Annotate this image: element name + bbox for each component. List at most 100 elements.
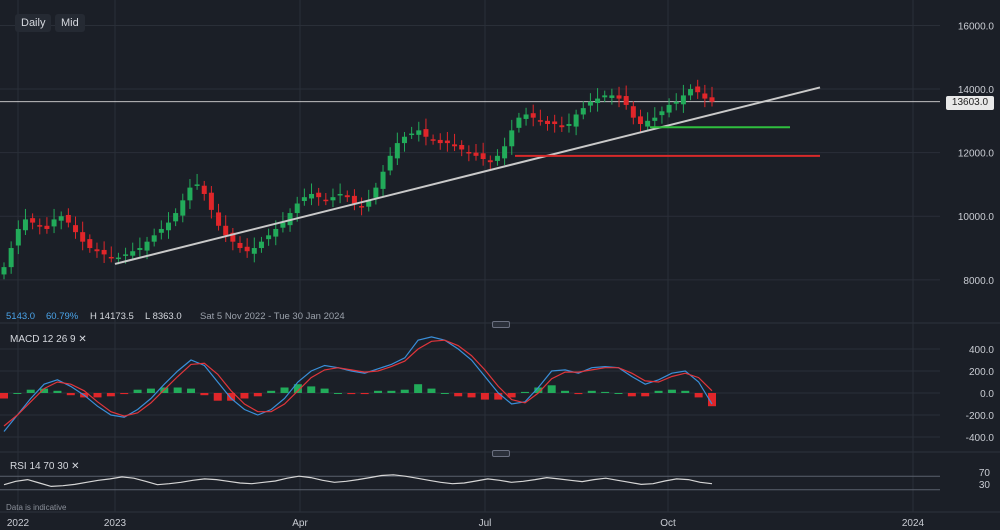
candle-body [201,185,207,194]
candle-body [380,171,386,189]
time-tick-label: 2023 [104,518,127,529]
candle-body [566,124,572,126]
candle-body [1,267,7,275]
interval-button[interactable]: Daily [15,14,52,32]
candle-body [487,160,493,163]
macd-histogram-bar [187,388,196,393]
rsi-legend[interactable]: RSI 14 70 30 ✕ [10,461,80,472]
candle-body [559,125,565,128]
rsi-close-icon[interactable]: ✕ [71,461,80,472]
price-tick-label: 12000.0 [958,149,995,160]
candle-body [437,139,443,144]
candle-body [230,232,236,242]
pane-resize-handle[interactable] [492,450,510,457]
macd-histogram-bar [694,393,703,398]
date-range: Sat 5 Nov 2022 - Tue 30 Jan 2024 [200,311,345,322]
macd-tick-label: -200.0 [966,411,995,422]
candle-body [473,152,479,156]
candle-body [330,197,336,201]
macd-histogram-bar [440,393,449,394]
time-tick-label: Apr [292,518,308,529]
candle-body [187,187,193,201]
candle-body [15,228,21,246]
macd-label: MACD [10,334,40,345]
macd-histogram-bar [614,393,623,394]
candle-body [452,144,458,147]
candle-body [702,93,708,99]
candle-body [266,235,272,240]
macd-params: 12 26 9 [42,334,76,345]
candle-body [237,242,243,249]
time-tick-label: Oct [660,518,676,529]
candle-body [659,111,665,116]
macd-histogram-bar [667,389,676,393]
candle-body [387,155,393,171]
candle-body [37,225,43,227]
macd-histogram-bar [467,393,476,398]
candle-body [22,219,28,231]
price-tick-label: 10000.0 [958,212,995,223]
macd-tick-label: 400.0 [969,345,994,356]
macd-histogram-bar [53,390,62,393]
candle-body [208,192,214,210]
macd-tick-label: 200.0 [969,367,994,378]
macd-tick-label: -400.0 [966,433,995,444]
time-tick-label: 2022 [7,518,30,529]
candle-body [652,117,658,121]
candle-body [223,225,229,236]
candle-body [280,222,286,228]
candle-body [123,254,129,256]
macd-signal-line [3,339,713,427]
rsi-tick-label: 70 [979,468,991,479]
candle-body [516,117,522,128]
macd-histogram-bar [240,393,249,399]
macd-histogram-bar [400,389,409,393]
candle-body [552,121,558,125]
candle-body [44,225,50,229]
macd-histogram-bar [227,393,236,401]
candle-body [630,106,636,118]
macd-histogram-bar [133,389,142,393]
candle-body [108,256,114,259]
candle-body [258,241,264,249]
price-tick-label: 16000.0 [958,21,995,32]
candle-body [666,104,672,113]
price-tick-label: 14000.0 [958,85,995,96]
candle-body [144,241,150,251]
macd-histogram-bar [374,390,383,393]
candle-body [480,153,486,159]
candle-body [459,145,465,150]
rsi-line [3,474,713,488]
macd-histogram-bar [213,393,222,401]
candle-body [244,246,250,252]
price-type-button[interactable]: Mid [55,14,85,32]
high-value: H 14173.5 [90,311,134,322]
volume-value: 5143.0 [6,311,36,322]
macd-histogram-bar [360,393,369,395]
macd-histogram-bar [414,384,423,393]
candle-body [158,228,164,233]
candle-body [423,129,429,137]
macd-histogram-bar [333,393,342,394]
pane-resize-handle[interactable] [492,321,510,328]
change-percent: 60.79% [46,311,79,322]
macd-histogram-bar [120,393,129,395]
candle-body [573,114,579,127]
macd-histogram-bar [627,393,636,397]
candle-body [616,95,622,99]
candle-body [688,89,694,96]
macd-tick-label: 0.0 [980,389,994,400]
candle-body [337,193,343,196]
candle-body [416,130,422,135]
macd-histogram-bar [347,393,356,395]
candle-body [323,199,329,202]
candle-body [87,239,93,249]
candle-body [680,95,686,105]
macd-close-icon[interactable]: ✕ [78,334,87,345]
macd-histogram-bar [0,393,8,399]
macd-legend[interactable]: MACD 12 26 9 ✕ [10,334,87,345]
low-value: L 8363.0 [145,311,182,322]
macd-histogram-bar [641,393,650,397]
